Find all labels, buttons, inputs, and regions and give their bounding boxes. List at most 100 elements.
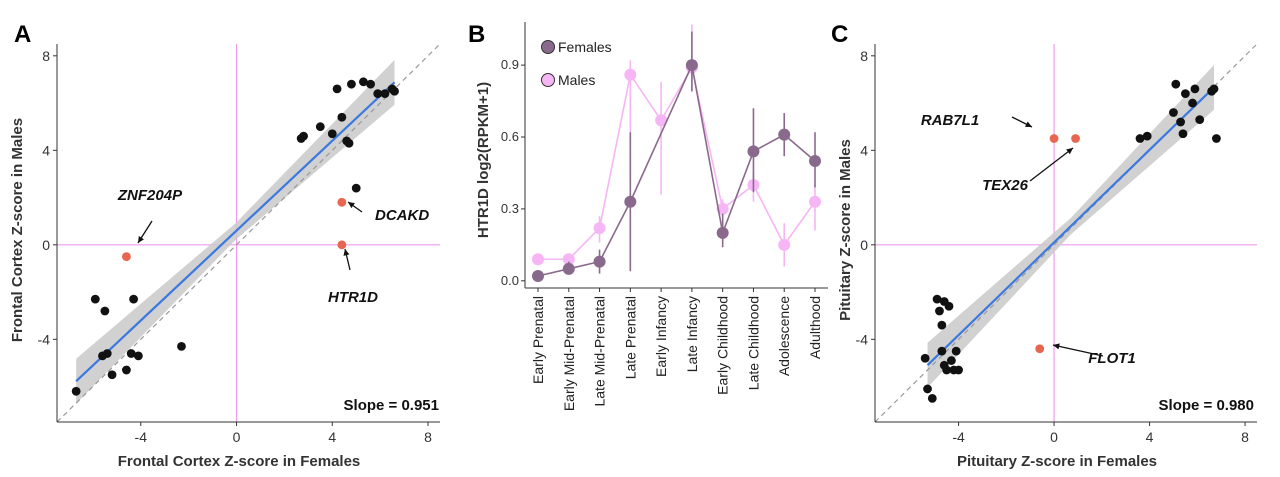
data-point (122, 365, 131, 375)
data-point (380, 89, 390, 99)
data-point (129, 294, 139, 304)
data-point (102, 349, 112, 358)
panel-a-slope-label: Slope = 0.951 (344, 397, 439, 414)
y-tick-label: 0.6 (501, 129, 519, 144)
panel-b-y-axis-title: HTR1D log2(RPKM+1) (475, 82, 492, 238)
identity-line (56, 43, 441, 423)
data-point (1212, 134, 1221, 143)
series-point (624, 195, 637, 208)
data-point (942, 365, 952, 375)
panel-c-letter: C (831, 21, 848, 48)
data-point (299, 131, 308, 141)
panel-a-letter: A (14, 21, 31, 48)
data-point (351, 183, 361, 193)
data-point (177, 342, 186, 351)
data-point (344, 138, 354, 148)
y-tick-label: 0.0 (501, 273, 519, 288)
data-point (935, 306, 944, 316)
panel-a-plot: -4 0 4 8 -4 0 4 8 ZNF204P DCAKD HTR1D (38, 43, 441, 445)
series-line-segment (721, 151, 755, 234)
x-tick-label: 4 (328, 429, 336, 445)
gene-label: FLOT1 (1088, 350, 1136, 367)
x-tick-label: 4 (1146, 429, 1154, 445)
panel-b-letter: B (468, 21, 485, 48)
y-tick-label: 0 (860, 237, 868, 253)
y-tick-label: 0 (42, 237, 50, 253)
category-label: Late Childhood (745, 296, 761, 390)
series-line-segment (598, 74, 632, 229)
gene-label: ZNF204P (117, 187, 183, 204)
y-tick-label: 8 (860, 48, 868, 64)
data-point (373, 89, 383, 99)
legend-label: Females (558, 39, 612, 55)
gene-label: RAB7L1 (921, 112, 979, 129)
highlighted-point (122, 252, 131, 262)
annotation-arrowhead (343, 249, 350, 256)
panel-a-y-axis-title: Frontal Cortex Z-score in Males (9, 118, 26, 342)
data-point (332, 84, 342, 94)
x-tick-label: -4 (135, 429, 148, 445)
series-line-segment (783, 201, 816, 246)
category-label: Late Prenatal (622, 296, 638, 379)
category-label: Early Mid-Prenatal (561, 296, 577, 411)
data-point (1171, 79, 1181, 89)
panel-b: B 0.0 0.3 0.6 0.9 Early Prenatal Early Mid-Pr… (468, 21, 828, 411)
y-tick-label: 4 (860, 142, 868, 158)
series-point (532, 270, 544, 283)
legend-label: Males (558, 72, 595, 88)
data-point (347, 79, 356, 89)
panel-c-plot: -4 0 4 8 -4 0 4 8 RAB7L1 TEX26 FLOT1 (856, 43, 1258, 445)
series-point (624, 68, 637, 81)
annotation-arrowhead (1066, 148, 1073, 155)
data-point (1135, 134, 1145, 143)
data-point (954, 365, 963, 375)
data-point (1190, 84, 1200, 94)
data-point (133, 351, 143, 361)
data-point (951, 346, 961, 356)
data-point (920, 353, 930, 363)
y-tick-label: -4 (856, 331, 869, 347)
data-point (390, 86, 399, 96)
data-point (107, 370, 117, 380)
series-point (532, 253, 544, 266)
data-point (1195, 115, 1205, 124)
annotation-arrowhead (138, 236, 144, 243)
series-line-segment (783, 134, 816, 162)
data-point (1169, 108, 1178, 117)
highlighted-point (1071, 134, 1080, 143)
regression-line (75, 81, 396, 382)
series-point (809, 195, 821, 208)
panel-a: A -4 0 4 8 -4 0 4 8 ZNF204P DCAKD HTR1D Frontal Co… (9, 21, 441, 470)
data-point (327, 129, 337, 139)
x-tick-label: 0 (233, 429, 241, 445)
x-tick-label: 8 (424, 429, 432, 445)
y-tick-label: 0.9 (501, 57, 519, 72)
category-label: Adulthood (807, 296, 823, 359)
data-point (1142, 131, 1152, 141)
series-point (778, 128, 791, 141)
gene-label: DCAKD (375, 207, 429, 224)
series-line-segment (722, 184, 754, 210)
series-point (562, 262, 575, 275)
data-point (1180, 89, 1190, 99)
data-point (937, 320, 947, 330)
series-line-segment (629, 74, 662, 121)
annotation-arrowhead (1053, 343, 1060, 350)
series-line-segment (752, 184, 785, 246)
category-label: Late Infancy (684, 296, 700, 372)
data-point (944, 301, 954, 311)
panel-c-y-axis-title: Pituitary Z-score in Males (837, 139, 854, 321)
data-point (90, 294, 100, 304)
highlighted-point (1049, 134, 1059, 143)
series-point (747, 145, 760, 158)
gene-label: TEX26 (982, 177, 1029, 194)
series-point (685, 59, 698, 72)
highlighted-point (337, 197, 347, 207)
annotation-arrowhead (348, 202, 355, 209)
panel-b-plot: 0.0 0.3 0.6 0.9 Early Prenatal Early Mid-Pren… (501, 22, 828, 411)
data-point (71, 386, 81, 396)
series-line-segment (691, 64, 724, 234)
series-line-segment (568, 227, 601, 260)
series-line-segment (598, 201, 632, 263)
